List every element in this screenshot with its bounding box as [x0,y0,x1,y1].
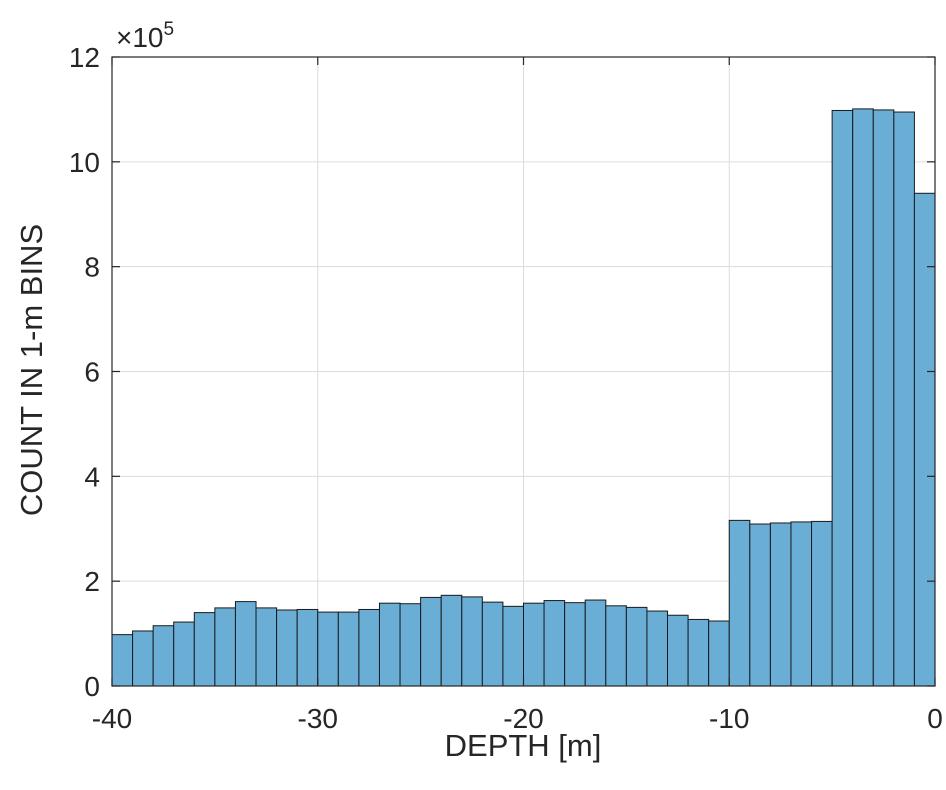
y-tick-label: 8 [84,252,100,283]
x-tick-label: -10 [709,703,749,734]
x-tick-label: -40 [92,703,132,734]
histogram-bars [111,108,936,687]
histogram-bar [276,609,298,687]
y-tick-label: 12 [69,42,100,73]
x-tick-label: -20 [503,703,543,734]
y-tick-label: 10 [69,147,100,178]
histogram-bar [296,608,319,687]
x-axis-label: DEPTH [m] [445,728,602,763]
histogram-bar [564,602,586,687]
histogram-bar [831,109,854,687]
histogram-bar [481,601,504,687]
histogram-bar [214,607,236,687]
histogram-bar [502,605,524,687]
histogram-bar [605,605,627,687]
histogram-bar [852,108,874,687]
histogram-bar [461,596,483,687]
histogram-bar [173,621,195,687]
histogram-bar [811,520,833,687]
histogram-bar [646,610,669,687]
y-axis-ticks: 0 2 4 6 8 10 12 [69,42,935,702]
histogram-bar [749,523,771,687]
histogram-bar [790,521,813,687]
x-axis-ticks: -40 -30 -20 -10 0 [92,57,943,734]
histogram-bar [317,611,339,687]
histogram-bar [769,522,792,687]
histogram-bar [378,602,401,687]
y-axis-label: COUNT IN 1-m BINS [14,224,49,516]
histogram-bar [420,596,442,687]
histogram-bar [111,634,134,687]
x-tick-label: 0 [927,703,943,734]
y-tick-label: 6 [84,357,100,388]
histogram-bar [132,630,154,687]
histogram-bar [584,599,607,687]
y-tick-label: 0 [84,671,100,702]
histogram-bar [708,620,730,687]
histogram-bar [872,109,895,687]
histogram-bar [358,608,380,687]
histogram-bar [193,612,216,687]
x-tick-label: -30 [298,703,338,734]
y-axis-multiplier: ×105 [116,19,174,53]
histogram-bar [337,611,360,687]
histogram-bar [728,519,751,687]
y-tick-label: 2 [84,566,100,597]
histogram-bar [667,614,689,687]
histogram-bar [625,606,648,687]
histogram-bar [152,625,175,687]
histogram-bar [543,600,566,687]
histogram-bar [255,607,278,687]
histogram-bar [523,602,545,687]
y-tick-label: 4 [84,461,100,492]
histogram-bar [399,603,422,687]
histogram-bar [893,111,915,687]
histogram-bar [440,594,463,687]
histogram-bar [234,601,257,687]
histogram-bar [687,618,710,687]
